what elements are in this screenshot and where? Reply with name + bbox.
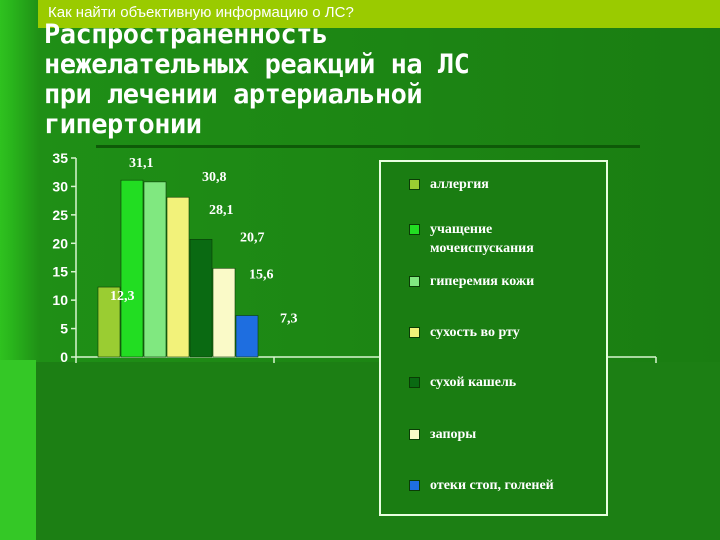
- legend-label: сухость во рту: [430, 325, 520, 340]
- legend-swatch: [409, 179, 420, 190]
- bar-5: [189, 239, 213, 358]
- data-label: 7,3: [280, 311, 298, 326]
- legend-label: сухой кашель: [430, 375, 517, 390]
- y-tick-label: 10: [52, 292, 68, 308]
- legend-swatch: [409, 224, 420, 235]
- y-tick-label: 20: [52, 235, 68, 251]
- top-banner: [38, 0, 720, 28]
- legend-item: сухой кашель: [409, 373, 516, 392]
- legend-item: сухость во рту: [409, 323, 520, 342]
- legend-label: отеки стоп, голеней: [430, 478, 554, 493]
- y-tick-label: 35: [52, 150, 68, 166]
- slide-title: Распространенность нежелательных реакций…: [44, 19, 470, 140]
- bar-1: [97, 286, 121, 358]
- legend-swatch: [409, 429, 420, 440]
- legend-swatch: [409, 327, 420, 338]
- y-tick-label: 30: [52, 178, 68, 194]
- legend-label: аллергия: [430, 177, 489, 192]
- legend-item: отеки стоп, голеней: [409, 476, 554, 495]
- bar-2: [120, 179, 144, 358]
- legend-item: запоры: [409, 425, 476, 444]
- data-label: 30,8: [202, 170, 227, 185]
- legend-item: аллергия: [409, 175, 489, 194]
- data-label: 20,7: [240, 230, 265, 245]
- data-label: 31,1: [129, 156, 154, 171]
- legend-swatch: [409, 480, 420, 491]
- y-tick-label: 5: [60, 321, 68, 337]
- legend-swatch: [409, 377, 420, 388]
- legend-swatch: [409, 276, 420, 287]
- y-tick-label: 0: [60, 349, 68, 365]
- slide-caption: Как найти объективную информацию о ЛС?: [48, 4, 354, 21]
- legend-label: запоры: [430, 427, 477, 442]
- y-tick-label: 15: [52, 264, 68, 280]
- legend-item: учащение мочеиспускания: [409, 220, 534, 258]
- data-label: 28,1: [209, 203, 234, 218]
- bar-7: [235, 315, 259, 358]
- background-stripe: [0, 360, 36, 540]
- legend-label: учащение мочеиспускания: [430, 222, 534, 256]
- bar-4: [166, 196, 190, 358]
- y-tick-label: 25: [52, 207, 68, 223]
- title-underline: [96, 145, 640, 148]
- data-label: 12,3: [110, 289, 135, 304]
- legend-label: гиперемия кожи: [430, 274, 535, 289]
- chart-legend: аллергия учащение мочеиспускания гиперемия…: [379, 160, 608, 516]
- bar-6: [212, 268, 236, 358]
- data-label: 15,6: [249, 267, 274, 282]
- bar-3: [143, 181, 167, 358]
- legend-item: гиперемия кожи: [409, 272, 534, 291]
